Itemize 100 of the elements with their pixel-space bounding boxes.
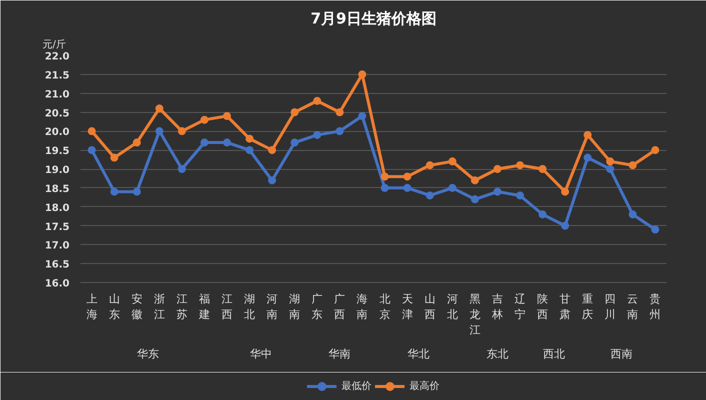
- x-tick-label: 陕西: [537, 292, 548, 322]
- point: [584, 154, 592, 162]
- x-tick-label: 河南: [266, 292, 278, 322]
- x-tick-label: 湖北: [244, 292, 256, 322]
- x-tick-label: 山东: [108, 292, 120, 322]
- y-tick-label: 21.0: [44, 89, 70, 100]
- point: [651, 146, 660, 154]
- point: [403, 172, 412, 181]
- y-tick-label: 18.0: [44, 202, 70, 214]
- y-tick-label: 22.0: [44, 52, 70, 62]
- x-tick-label: 辽宁: [514, 292, 526, 322]
- x-tick-label: 天津: [402, 292, 413, 322]
- x-tick-label: 广西: [334, 292, 346, 322]
- point: [155, 127, 164, 136]
- point: [110, 188, 118, 196]
- point: [313, 130, 322, 139]
- y-tick-label: 17.5: [44, 222, 70, 233]
- x-tick-label: 江苏: [176, 292, 188, 322]
- point: [426, 191, 434, 200]
- point: [561, 222, 570, 230]
- x-tick-label: 云南: [627, 292, 638, 322]
- point: [493, 188, 502, 196]
- point: [561, 188, 570, 196]
- x-tick-label: 江西: [222, 292, 232, 322]
- point: [336, 127, 344, 136]
- point: [200, 138, 208, 147]
- point: [268, 146, 276, 154]
- y-axis-title: 元/斤: [42, 38, 66, 50]
- point: [403, 184, 412, 192]
- text: 华中: [250, 348, 272, 360]
- point: [448, 157, 456, 166]
- point: [606, 165, 614, 173]
- y-tick-label: 20.5: [44, 108, 70, 120]
- point: [651, 226, 660, 234]
- x-tick-label: 甘肃: [560, 292, 571, 322]
- text: 华北: [408, 348, 430, 360]
- x-tick-label: 北京: [379, 292, 390, 322]
- point: [200, 116, 208, 124]
- point: [358, 70, 366, 78]
- point: [223, 112, 231, 120]
- y-tick-label: 18.5: [44, 184, 70, 195]
- text: 华东: [137, 348, 160, 360]
- x-tick-label: 安徽: [131, 292, 142, 322]
- x-tick-label: 湖南: [289, 292, 300, 322]
- point: [470, 176, 479, 184]
- x-tick-label: 广东: [312, 292, 323, 322]
- point: [516, 191, 524, 200]
- point: [223, 138, 231, 147]
- point: [380, 184, 389, 192]
- point: [606, 157, 614, 166]
- x-tick-label: 吉林: [490, 292, 503, 322]
- point: [290, 108, 299, 116]
- x-tick-label: 山西: [424, 292, 436, 322]
- point: [336, 108, 344, 116]
- point: [493, 165, 502, 173]
- point: [358, 112, 366, 120]
- x-tick-label: 福建: [198, 292, 210, 322]
- point: [110, 154, 118, 162]
- point: [516, 161, 524, 170]
- x-tick-label: 黑龙江: [469, 292, 480, 337]
- y-tick-label: 19.0: [44, 165, 70, 176]
- point: [178, 165, 186, 173]
- point: [88, 146, 96, 154]
- text: 华南: [328, 348, 351, 360]
- point: [628, 210, 637, 218]
- point: [268, 176, 276, 184]
- y-tick-label: 19.5: [44, 146, 70, 158]
- point: [132, 138, 141, 147]
- point: [628, 161, 637, 170]
- x-tick-label: 浙江: [154, 292, 165, 322]
- point: [178, 127, 186, 136]
- text: 西南: [610, 348, 632, 360]
- point: [584, 130, 592, 139]
- point: [426, 161, 434, 170]
- chart-title: 7月9日生猪价格图: [310, 10, 436, 28]
- text: 东北: [486, 348, 508, 360]
- point: [132, 188, 141, 196]
- point: [246, 134, 254, 143]
- point: [155, 104, 164, 112]
- y-tick-label: 20.0: [44, 127, 70, 138]
- legend-label: 最低价: [342, 380, 372, 393]
- x-tick-label: 四川: [604, 292, 616, 322]
- legend-label: 最高价: [410, 380, 440, 393]
- point: [470, 195, 479, 204]
- text: 西北: [542, 348, 565, 360]
- point: [88, 127, 96, 136]
- x-tick-label: 重庆: [582, 292, 594, 322]
- x-tick-label: 贵州: [650, 292, 661, 322]
- y-tick-label: 16.0: [44, 278, 70, 290]
- point: [448, 184, 456, 192]
- point: [538, 165, 547, 173]
- point: [313, 96, 322, 105]
- x-tick-label: 海南: [356, 292, 368, 322]
- y-tick-label: 21.5: [44, 70, 70, 82]
- x-tick-label: 上海: [86, 292, 98, 322]
- point: [290, 138, 299, 147]
- y-tick-label: 16.5: [44, 260, 70, 271]
- y-tick-label: 17.0: [44, 240, 70, 252]
- point: [538, 210, 547, 218]
- x-tick-label: 河北: [446, 292, 458, 322]
